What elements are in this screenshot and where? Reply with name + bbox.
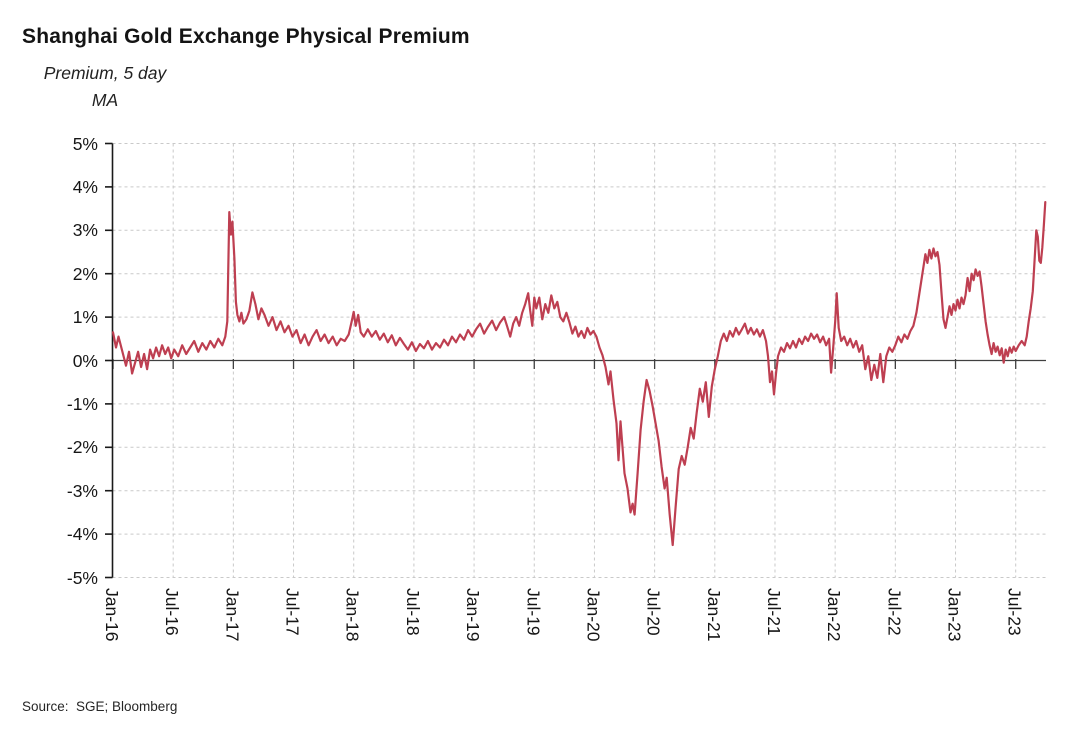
y-tick-label: 3% [72, 220, 98, 241]
y-tick-label: -4% [66, 524, 98, 545]
y-tick-label: 0% [72, 350, 98, 371]
y-tick-label: -3% [66, 480, 98, 501]
x-tick-label: Jul-20 [643, 588, 664, 636]
y-tick-label: -1% [66, 393, 98, 414]
y-axis-title: Premium, 5 day MA [20, 60, 190, 114]
x-tick-label: Jan-19 [463, 588, 484, 642]
x-tick-label: Jan-17 [222, 588, 243, 642]
x-tick-label: Jul-18 [402, 588, 423, 636]
x-tick-label: Jul-21 [763, 588, 784, 636]
y-tick-label: -2% [66, 437, 98, 458]
y-tick-label: -5% [66, 567, 98, 588]
x-tick-label: Jul-17 [282, 588, 303, 636]
x-tick-label: Jan-21 [703, 588, 724, 642]
chart-title: Shanghai Gold Exchange Physical Premium [22, 25, 470, 48]
x-tick-label: Jan-18 [342, 588, 363, 642]
y-tick-label: 4% [72, 176, 98, 197]
x-tick-label: Jul-22 [884, 588, 905, 636]
x-tick-label: Jan-22 [824, 588, 845, 642]
y-axis-title-line2: MA [91, 90, 119, 111]
y-tick-label: 1% [72, 307, 98, 328]
y-axis-title-line1: Premium, 5 day [43, 63, 167, 83]
x-tick-label: Jul-19 [523, 588, 544, 636]
x-tick-label: Jan-20 [583, 588, 604, 642]
x-tick-label: Jan-23 [944, 588, 965, 642]
y-tick-label: 5% [72, 133, 98, 154]
premium-line [111, 201, 1047, 547]
source-note: Source: SGE; Bloomberg [22, 699, 178, 714]
x-tick-label: Jul-16 [162, 588, 183, 636]
x-tick-label: Jan-16 [102, 588, 122, 642]
y-tick-label: 2% [72, 263, 98, 284]
x-tick-label: Jul-23 [1004, 588, 1025, 636]
